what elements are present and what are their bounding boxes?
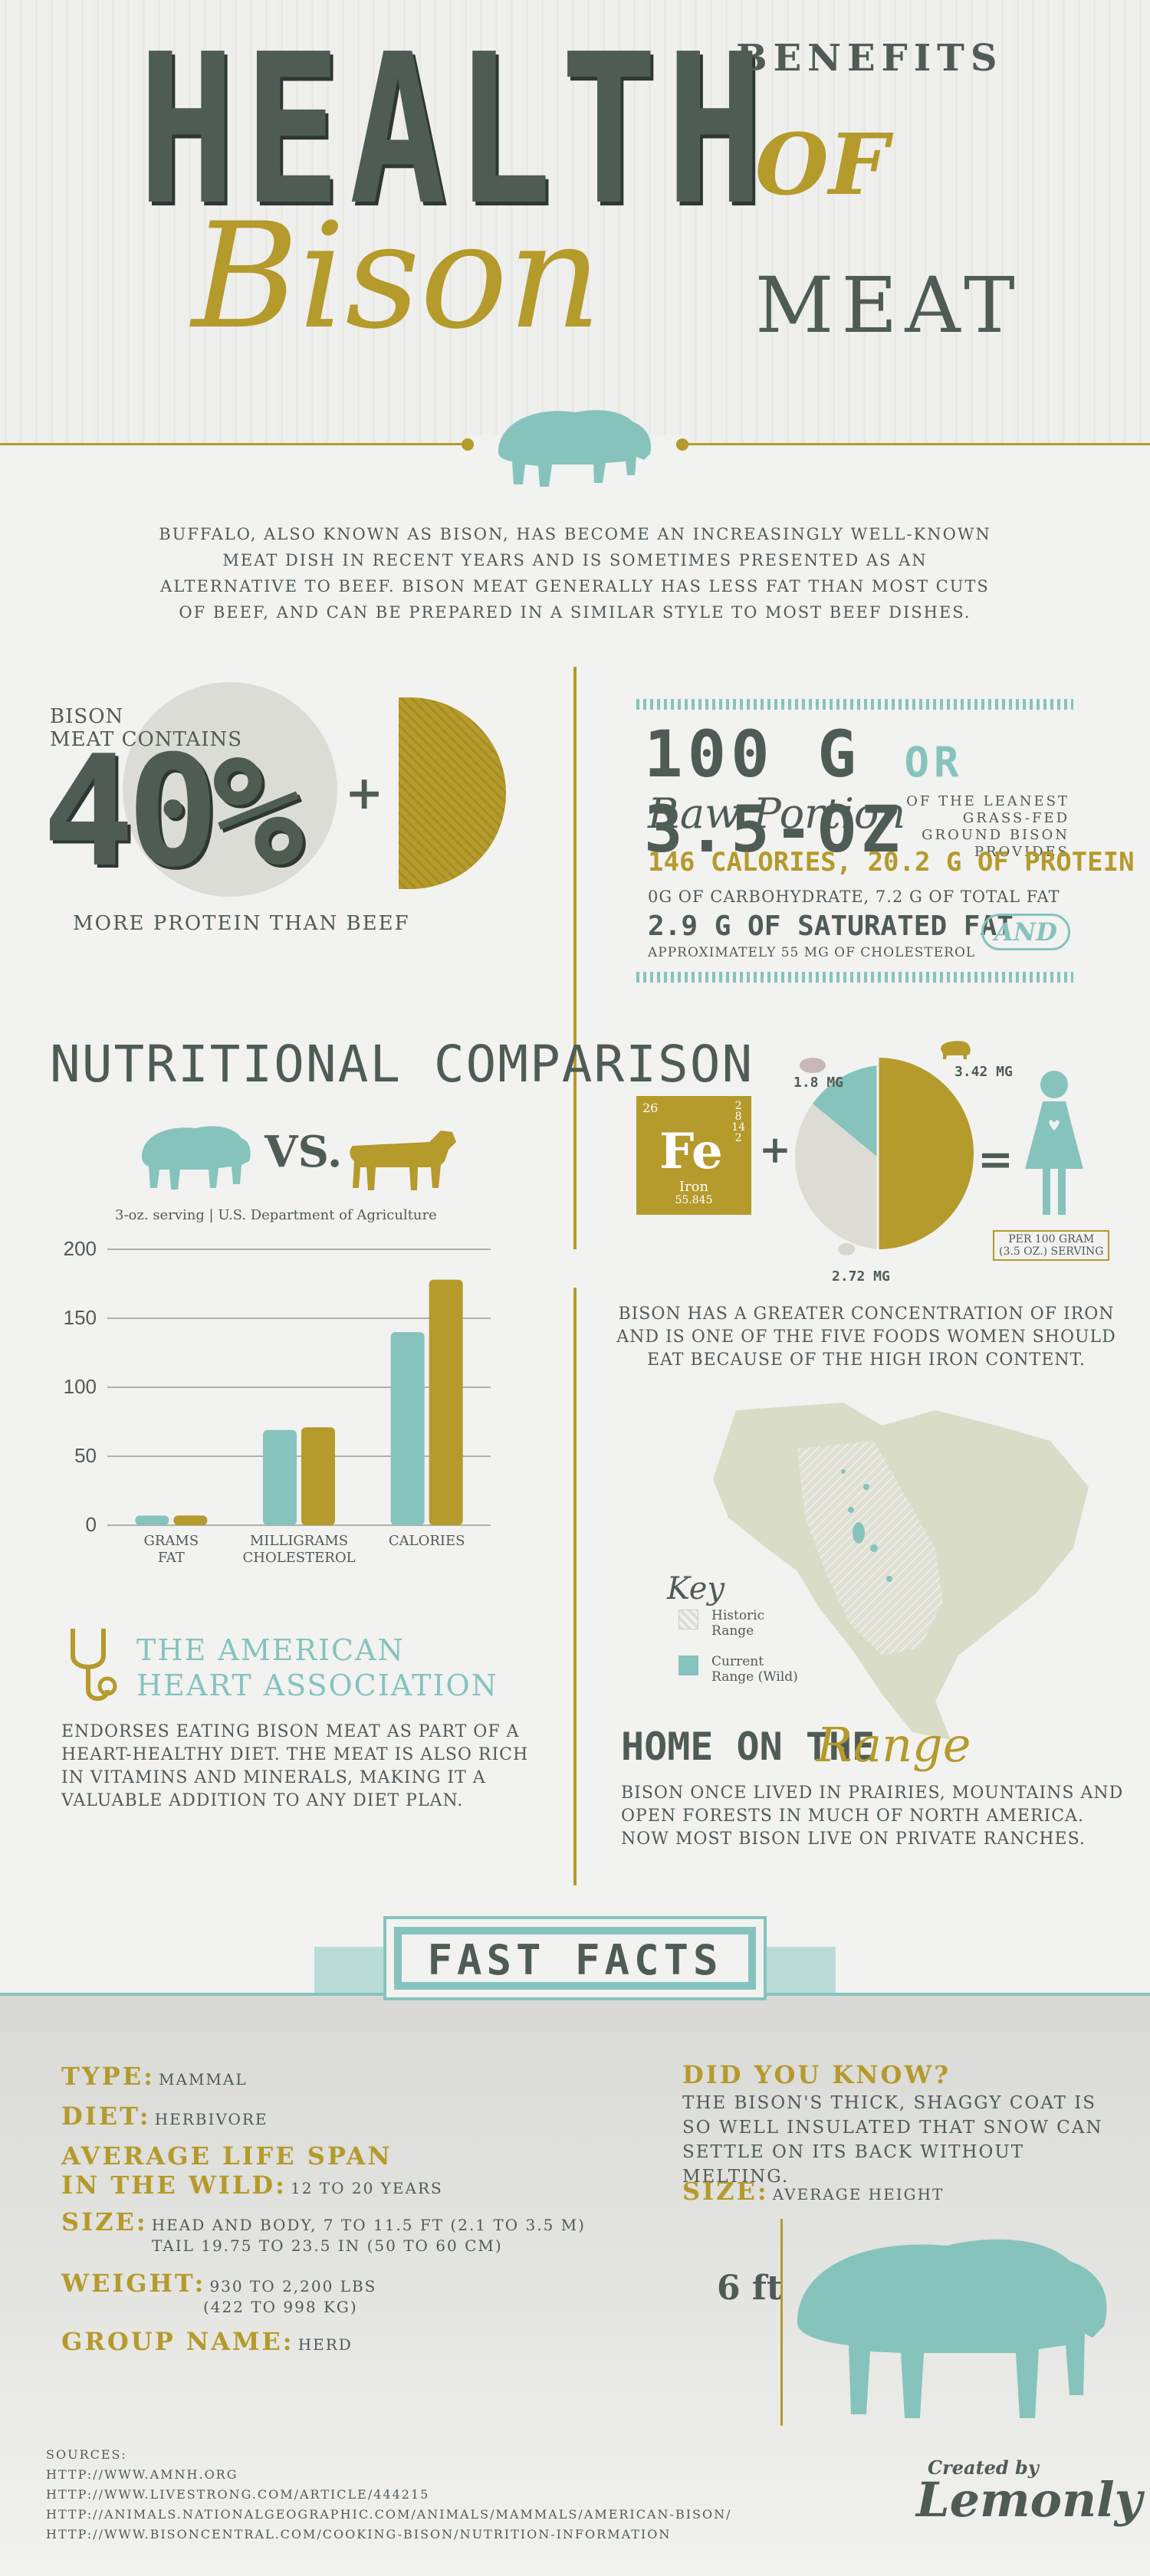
bison-contains-label: Bison meat contains: [50, 705, 243, 751]
fast-facts-title: FAST FACTS: [427, 1936, 723, 1984]
fact-size-tail: Tail 19.75 to 23.5 in (50 to 60 cm): [152, 2236, 503, 2255]
current-range-label: Current Range (Wild): [711, 1654, 798, 1685]
protein-half-circle: [399, 697, 506, 889]
source-link[interactable]: http://www.bisoncentral.com/cooking-biso…: [46, 2527, 672, 2542]
fact-life-span: Average Life Span in the Wild: 12 to 20 …: [61, 2141, 443, 2200]
chart-bar: [173, 1515, 208, 1525]
y-tick-label: 50: [74, 1444, 97, 1467]
title-meat: MEAT: [755, 261, 1023, 350]
title-benefits: BENEFITS: [736, 37, 1004, 80]
historic-range-swatch: [678, 1610, 698, 1629]
range-script-title: Range: [816, 1717, 971, 1773]
portion-amount: 100 G OR 3.5-OZ: [644, 717, 964, 867]
iron-description: Bison has a greater concentration of iro…: [616, 1304, 1116, 1370]
x-tick-label: MILLIGRAMS: [250, 1533, 348, 1549]
bison-silhouette-icon: [797, 2239, 1107, 2418]
cholesterol: approximately 55 MG of cholesterol: [648, 945, 976, 960]
more-protein-label: More protein than beef: [73, 912, 410, 935]
fact-group-name: Group Name: Herd: [61, 2327, 353, 2356]
serving-note: 3-oz. serving | U.S. Department of Agric…: [115, 1207, 437, 1223]
plus-sign: +: [345, 766, 384, 820]
chart-bar: [429, 1279, 463, 1525]
did-you-know-text: The bison's thick, shaggy coat is so wel…: [682, 2093, 1103, 2187]
north-america-map: [713, 1403, 1089, 1740]
x-tick-label: GRAMS: [143, 1533, 199, 1549]
bison-icon: [941, 1041, 971, 1059]
bison-icon: [462, 410, 688, 487]
fact-diet: Diet: Herbivore: [61, 2102, 268, 2131]
home-on-the-title: HOME ON THE: [621, 1724, 876, 1769]
pig-icon: [800, 1058, 826, 1073]
woman-icon: [1025, 1071, 1083, 1215]
map-key-title: Key: [667, 1571, 725, 1606]
source-link[interactable]: http://www.amnh.org: [46, 2467, 238, 2482]
vertical-divider: [573, 667, 577, 1249]
saturated-fat: 2.9 G OF SATURATED FAT: [648, 911, 1014, 942]
height-marker: [780, 2219, 783, 2426]
did-you-know-label: Did You Know?: [682, 2060, 951, 2089]
aha-title: The American Heart Association: [136, 1633, 498, 1702]
source-link[interactable]: http://www.livestrong.com/article/444215: [46, 2487, 430, 2502]
iron-pie-chart: [795, 1058, 974, 1249]
y-tick-label: 200: [64, 1237, 97, 1260]
x-tick-label: CALORIES: [389, 1533, 465, 1549]
fact-size: Size: Head and body, 7 to 11.5 ft (2.1 t…: [61, 2207, 586, 2236]
iron-element-tile: 26 2 8 14 2 Fe Iron 55.845: [636, 1096, 751, 1215]
historic-range-label: Historic Range: [711, 1608, 765, 1639]
fact-weight-kg: (422 to 998 kg): [203, 2298, 358, 2316]
chart-bar: [390, 1332, 425, 1525]
x-tick-label: FAT: [158, 1550, 185, 1566]
created-by-label: Created by: [928, 2456, 1039, 2479]
iron-pork-value: 1.8 MG: [794, 1075, 844, 1091]
per-serving-note: PER 100 GRAM (3.5 OZ.) SERVING: [993, 1230, 1110, 1261]
sources-list: Sources: http://www.amnh.org http://www.…: [46, 2445, 732, 2545]
zigzag-border-bottom: [636, 972, 1073, 983]
chart-bar: [263, 1429, 297, 1525]
vs-label: VS.: [264, 1127, 343, 1177]
zigzag-border-top: [636, 699, 1073, 710]
nutritional-comparison-title: NUTRITIONAL COMPARISON: [50, 1035, 754, 1094]
current-range-swatch: [678, 1656, 698, 1675]
lemonly-logo: Lemonly: [916, 2472, 1142, 2528]
fact-weight: Weight: 930 to 2,200 lbs: [61, 2269, 377, 2298]
vertical-divider: [573, 1288, 577, 1885]
aha-description: Endorses eating bison meat as part of a …: [61, 1722, 529, 1810]
equals-sign: =: [978, 1134, 1014, 1185]
title-health: HEALTH: [138, 9, 772, 251]
raw-portion-label: Raw Portion: [648, 789, 906, 838]
bison-icon: [142, 1126, 251, 1190]
carbs-fat: 0G of carbohydrate, 7.2 G of total fat: [648, 888, 1060, 906]
title-of: OF: [755, 115, 889, 214]
y-tick-label: 0: [86, 1513, 97, 1536]
chart-bar: [301, 1427, 335, 1525]
chart-bar: [135, 1515, 169, 1525]
and-badge: AND: [981, 914, 1070, 950]
y-tick-label: 100: [64, 1375, 97, 1398]
protein-percent: 40%: [42, 723, 304, 901]
plus-sign: +: [759, 1127, 791, 1172]
protein-circle: [123, 682, 337, 897]
iron-chicken-value: 2.72 MG: [832, 1268, 890, 1285]
fast-facts-banner: FAST FACTS: [383, 1916, 767, 2000]
cow-icon: [350, 1130, 456, 1190]
range-description: Bison once lived in prairies, mountains …: [621, 1784, 1124, 1849]
fact-average-height: Size: Average Height: [682, 2177, 945, 2206]
header-background: [0, 0, 1150, 445]
y-tick-label: 150: [64, 1306, 97, 1329]
fact-type: Type: Mammal: [61, 2062, 248, 2091]
stethoscope-icon: [71, 1629, 117, 1701]
chicken-icon: [838, 1243, 855, 1255]
title-bison: Bison: [192, 192, 602, 361]
source-link[interactable]: http://animals.nationalgeographic.com/an…: [46, 2507, 732, 2522]
height-value: 6 ft: [717, 2269, 783, 2308]
calories-protein: 146 CALORIES, 20.2 G OF PROTEIN: [648, 847, 1135, 878]
leanest-label: of the leanest grass-fed ground bison pr…: [906, 793, 1070, 860]
iron-bison-value: 3.42 MG: [955, 1064, 1013, 1080]
intro-paragraph: Buffalo, also known as bison, has become…: [159, 525, 991, 622]
x-tick-label: CHOLESTEROL: [242, 1550, 355, 1566]
